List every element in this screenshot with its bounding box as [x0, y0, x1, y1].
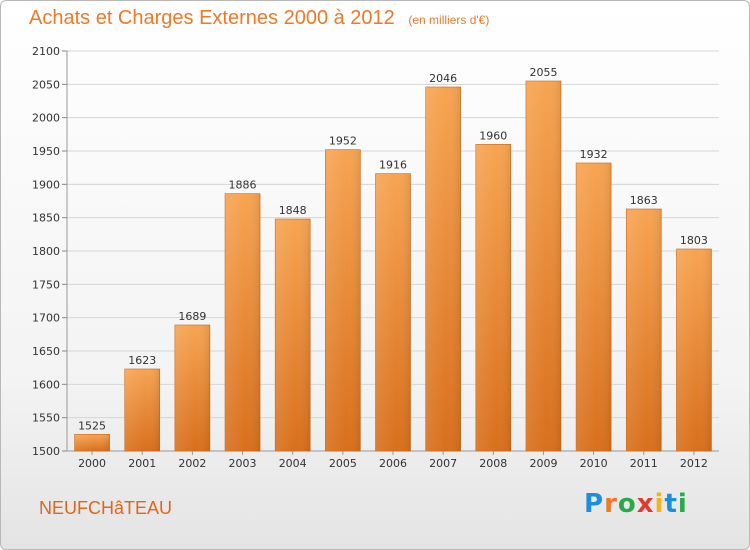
- bars: [74, 80, 712, 452]
- y-tick-label: 1700: [32, 312, 60, 325]
- y-tick-label: 1900: [32, 178, 60, 191]
- x-tick-label: 2006: [379, 457, 407, 470]
- y-tick-label: 2100: [32, 45, 60, 58]
- x-tick-label: 2002: [178, 457, 206, 470]
- y-tick-label: 1800: [32, 245, 60, 258]
- bar-shine: [275, 219, 311, 451]
- x-tick-label: 2005: [329, 457, 357, 470]
- data-label: 1932: [580, 148, 608, 161]
- chart-subtitle: (en milliers d'€): [408, 13, 490, 27]
- bar-shine: [124, 369, 160, 451]
- data-label: 1803: [680, 234, 708, 247]
- y-tick-label: 1850: [32, 212, 60, 225]
- data-label: 1886: [229, 179, 257, 192]
- y-tick-label: 2050: [32, 78, 60, 91]
- x-tick-label: 2012: [680, 457, 708, 470]
- logo-letter: x: [636, 489, 655, 519]
- x-tick-label: 2007: [429, 457, 457, 470]
- y-tick-label: 1600: [32, 378, 60, 391]
- labels: 1500 1550 1600 1650 1700 1750 1800 1850 1900 1950…: [32, 45, 708, 470]
- logo-letter: r: [604, 489, 618, 519]
- bar-shine: [676, 249, 712, 451]
- x-tick-label: 2004: [279, 457, 307, 470]
- bar-shine: [576, 163, 612, 451]
- x-tick-label: 2010: [580, 457, 608, 470]
- logo-letter: o: [617, 489, 637, 519]
- bar-shine: [375, 173, 411, 451]
- bar-shine: [225, 193, 261, 451]
- logo-letter: i: [654, 489, 665, 519]
- y-tick-label: 1550: [32, 412, 60, 425]
- y-tick-label: 1650: [32, 345, 60, 358]
- data-label: 1960: [479, 129, 507, 142]
- y-tick-label: 2000: [32, 112, 60, 125]
- proxiti-logo: Proxiti: [584, 489, 688, 519]
- data-label: 1952: [329, 135, 357, 148]
- logo-letter: i: [677, 489, 688, 519]
- data-label: 1525: [78, 419, 106, 432]
- x-tick-label: 2008: [479, 457, 507, 470]
- x-tick-label: 2001: [128, 457, 156, 470]
- x-tick-label: 2011: [630, 457, 658, 470]
- bar-shine: [626, 209, 662, 451]
- x-tick-label: 2000: [78, 457, 106, 470]
- x-tick-label: 2003: [229, 457, 257, 470]
- bar-shine: [525, 81, 561, 451]
- data-label: 1689: [178, 310, 206, 323]
- bar-shine: [475, 144, 511, 452]
- data-label: 1863: [630, 194, 658, 207]
- data-label: 1916: [379, 159, 407, 172]
- logo-letter: t: [664, 489, 678, 519]
- chart-title: Achats et Charges Externes 2000 à 2012 (…: [29, 7, 489, 30]
- bar-shine: [174, 325, 210, 451]
- bar-shine: [74, 434, 110, 451]
- bar-shine: [425, 87, 461, 451]
- logo-letter: P: [584, 489, 605, 519]
- x-tick-label: 2009: [529, 457, 557, 470]
- commune-name: NEUFCHâTEAU: [39, 498, 173, 518]
- data-label: 2055: [529, 66, 557, 79]
- chart-title-text: Achats et Charges Externes 2000 à 2012: [29, 7, 395, 29]
- data-label: 2046: [429, 72, 457, 85]
- y-tick-label: 1500: [32, 445, 60, 458]
- data-label: 1848: [279, 204, 307, 217]
- bar-shine: [325, 149, 361, 451]
- y-tick-label: 1750: [32, 278, 60, 291]
- y-tick-label: 1950: [32, 145, 60, 158]
- data-label: 1623: [128, 354, 156, 367]
